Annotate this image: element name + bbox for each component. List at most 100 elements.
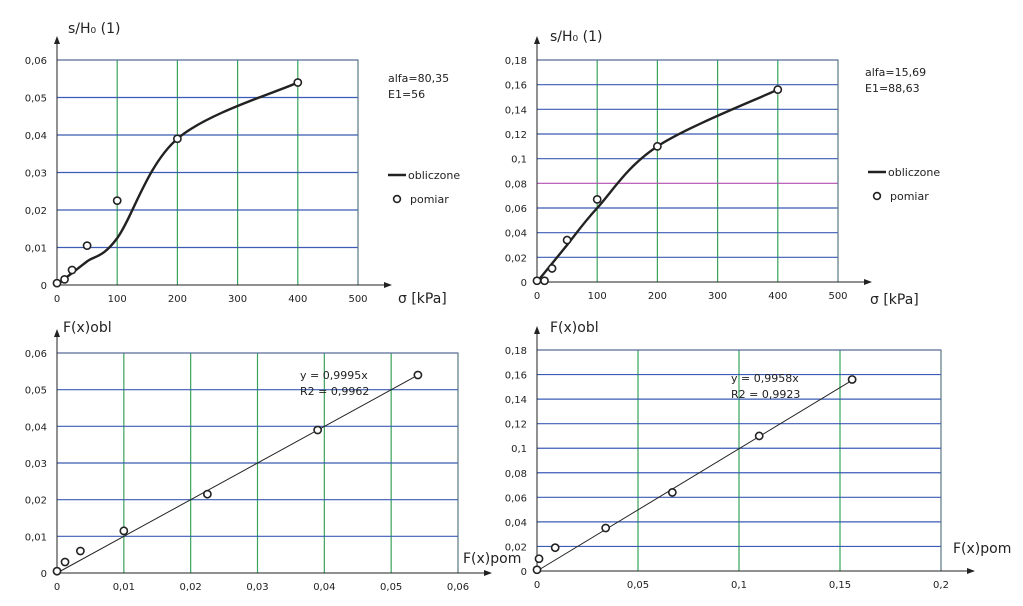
data-point-marker [60, 274, 69, 284]
x-tick-label: 500 [828, 291, 847, 302]
chart-annotation: E1=56 [388, 88, 425, 101]
data-point-marker [601, 523, 611, 533]
y-tick-label: 0,02 [25, 206, 47, 217]
x-tick-label: 400 [768, 291, 787, 302]
y-tick-label: 0,12 [505, 420, 527, 431]
y-tick-label: 0,1 [511, 444, 527, 455]
data-point-marker [202, 489, 212, 499]
data-point-marker [754, 431, 764, 441]
x-tick-label: 0 [534, 291, 540, 302]
x-tick-label: 100 [588, 291, 607, 302]
legend-label-obliczone: obliczone [408, 169, 460, 182]
data-point-marker [532, 565, 542, 575]
y-tick-label: 0,16 [505, 371, 527, 382]
data-point-marker [60, 557, 70, 567]
data-point-marker [172, 134, 182, 144]
chart-top-left: 0 100 200 300 400 500 0 0,01 0,02 0,03 0,04 0,05 0,0… [25, 21, 461, 307]
data-point-marker [313, 425, 323, 435]
data-point-marker [547, 264, 557, 273]
y-tick-label: 0,03 [25, 169, 47, 180]
plot-frame [536, 59, 839, 283]
x-tick-label: 300 [708, 291, 727, 302]
y-axis-arrow [534, 326, 540, 334]
data-point-marker [119, 526, 129, 536]
chart-annotation: alfa=15,69 [865, 66, 926, 79]
y-axis-arrow [534, 36, 540, 44]
data-point-marker [52, 278, 62, 288]
y-tick-label: 0,18 [505, 346, 527, 357]
y-tick-label: 0,14 [505, 395, 527, 406]
y-tick-label: 0,03 [25, 459, 47, 470]
data-point-marker [847, 375, 857, 384]
chart-annotation: y = 0,9958x [731, 372, 799, 385]
legend-marker-swatch [872, 191, 882, 201]
data-point-marker [52, 566, 62, 576]
y-tick-label: 0,06 [505, 493, 527, 504]
y-tick-label: 0,1 [511, 155, 527, 166]
series-line-obliczone [536, 88, 779, 283]
chart-annotation: E1=88,63 [865, 82, 920, 95]
y-tick-label: 0,04 [25, 422, 47, 433]
y-tick-label: 0,06 [25, 56, 47, 67]
y-tick-label: 0,06 [25, 349, 47, 360]
chart-annotation: y = 0,9995x [300, 369, 368, 382]
data-point-marker [592, 194, 602, 204]
chart-bottom-left: 0 0,01 0,02 0,03 0,04 0,05 0,06 0 0,01 0,02 0,03 0,… [25, 320, 522, 593]
x-tick-label: 500 [348, 294, 367, 305]
x-tick-label: 0,05 [380, 582, 402, 593]
y-tick-label: 0,01 [25, 244, 47, 255]
x-axis-arrow [384, 282, 392, 288]
data-point-marker [667, 488, 677, 497]
data-point-marker [653, 141, 662, 151]
y-tick-label: 0,08 [505, 469, 527, 480]
y-tick-label: 0,18 [505, 56, 527, 67]
y-axis-label: s/H₀ (1) [550, 29, 602, 45]
x-tick-label: 0 [534, 580, 540, 591]
y-tick-label: 0,04 [505, 229, 527, 240]
data-point-marker [112, 196, 122, 206]
chart-top-right: 0 100 200 300 400 500 0 0,02 0,04 0,06 0,08 0,1 0,12… [505, 29, 941, 308]
x-tick-label: 0,1 [731, 580, 747, 591]
y-axis-arrow [54, 329, 60, 337]
x-tick-label: 0,02 [180, 582, 202, 593]
chart-annotation: alfa=80,35 [388, 72, 449, 85]
legend-marker-swatch [392, 194, 402, 204]
x-tick-label: 200 [648, 291, 667, 302]
y-tick-label: 0,06 [505, 204, 527, 215]
y-tick-label: 0,08 [505, 179, 527, 190]
data-point-marker [75, 546, 85, 556]
x-tick-label: 0 [54, 582, 60, 593]
y-tick-label: 0,01 [25, 532, 47, 543]
y-tick-label: 0 [521, 567, 527, 578]
x-axis-label: σ [kPa] [398, 291, 447, 307]
y-axis-label: F(x)obl [63, 320, 112, 336]
x-axis-arrow [864, 279, 872, 285]
x-axis-arrow [967, 568, 975, 574]
data-point-marker [293, 78, 303, 87]
y-tick-label: 0,05 [25, 386, 47, 397]
data-point-marker [550, 543, 560, 553]
trendline [56, 374, 419, 574]
x-axis-label: σ [kPa] [870, 292, 919, 308]
data-point-marker [82, 241, 92, 251]
legend-label-pomiar: pomiar [410, 193, 449, 206]
y-tick-label: 0,02 [505, 542, 527, 553]
x-axis-label: F(x)pom [953, 541, 1011, 557]
x-tick-label: 0,2 [933, 580, 949, 591]
data-point-marker [534, 554, 544, 564]
chart-annotation: R2 = 0,9923 [731, 388, 800, 401]
y-tick-label: 0 [521, 278, 527, 289]
data-point-marker [562, 235, 572, 245]
y-axis-arrow [54, 36, 60, 44]
data-point-marker [773, 85, 783, 94]
y-tick-label: 0 [41, 569, 47, 580]
x-axis-label: F(x)pom [463, 551, 521, 567]
y-tick-label: 0,04 [505, 518, 527, 529]
y-tick-label: 0,04 [25, 131, 47, 142]
y-tick-label: 0,12 [505, 130, 527, 141]
x-tick-label: 0,03 [246, 582, 268, 593]
legend-label-obliczone: obliczone [888, 166, 940, 179]
data-point-marker [540, 276, 549, 286]
y-axis-label: s/H₀ (1) [68, 21, 120, 37]
